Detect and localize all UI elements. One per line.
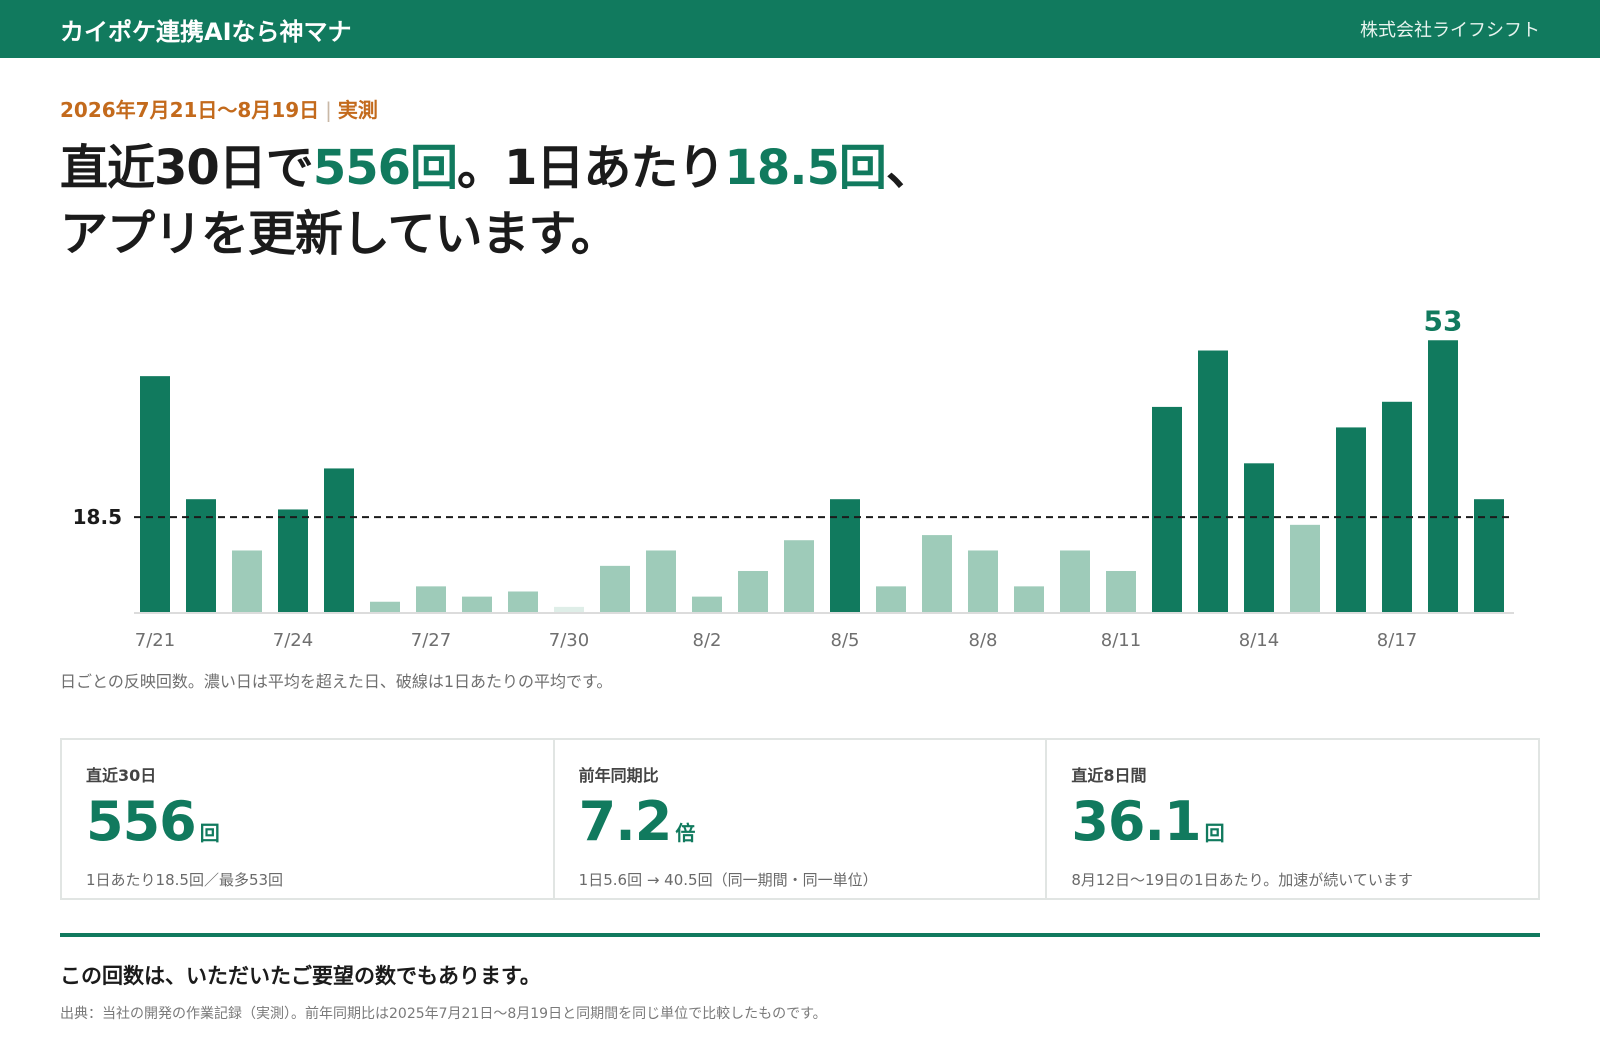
stat-label: 直近30日: [86, 766, 157, 785]
stat-number: 7.2: [578, 790, 673, 853]
x-tick-label: 7/27: [411, 630, 451, 650]
brand-title: カイポケ連携AIなら神マナ: [60, 17, 352, 46]
bar-8-19: [1474, 499, 1504, 612]
bar-7-25: [324, 468, 354, 612]
x-tick-label: 8/5: [831, 630, 860, 650]
stat-note: 8月12日〜19日の1日あたり。加速が続いています: [1071, 871, 1413, 889]
bar-8-3: [738, 570, 768, 612]
period-line: 2026年7月21日〜8月19日 | 実測: [60, 94, 378, 123]
headline-part-3: 、: [885, 140, 934, 196]
bar-8-1: [646, 550, 676, 612]
source-note: 出典：当社の開発の作業記録（実測）。前年同期比は2025年7月21日〜8月19日…: [60, 1006, 827, 1022]
bar-8-15: [1290, 524, 1320, 612]
bar-8-4: [784, 540, 814, 612]
stat-card-30days: 直近30日 556 回 1日あたり18.5回／最多53回: [62, 740, 553, 898]
headline-daily: 18.5回: [724, 140, 886, 196]
bar-7-29: [508, 591, 538, 612]
bar-8-6: [876, 586, 906, 612]
bar-8-8: [968, 550, 998, 612]
company-name: 株式会社ライフシフト: [1360, 20, 1540, 41]
period-tag: 実測: [337, 98, 378, 122]
x-tick-label: 7/21: [135, 630, 175, 650]
stat-value: 556 回: [86, 790, 529, 867]
top-bar: カイポケ連携AIなら神マナ 株式会社ライフシフト: [0, 0, 1600, 58]
bar-8-2: [692, 596, 722, 612]
bar-7-23: [232, 550, 262, 612]
section-divider: [60, 933, 1540, 937]
bar-7-27: [416, 586, 446, 612]
headline-part-1: 直近30日で: [60, 140, 314, 196]
headline-part-2: 。1日あたり: [457, 140, 725, 196]
bar-7-26: [370, 601, 400, 612]
bar-8-17: [1382, 401, 1412, 612]
period-separator: |: [325, 98, 332, 122]
closing-statement: この回数は、いただいたご要望の数でもあります。: [60, 964, 541, 988]
chart-caption: 日ごとの反映回数。濃い日は平均を超えた日、破線は1日あたりの平均です。: [60, 672, 613, 691]
stat-label: 前年同期比: [578, 766, 659, 785]
daily-bar-chart: 18.5 53 7/21 7/24 7/27 7/30 8/2 8/5 8/8 8/11 8/14 8…: [73, 304, 1514, 650]
bar-8-12: [1152, 406, 1182, 612]
stat-number: 36.1: [1071, 790, 1201, 853]
headline: 直近30日で556回。1日あたり18.5回、 アプリを更新しています。: [60, 135, 934, 267]
bar-8-14: [1244, 463, 1274, 612]
bar-8-10: [1060, 550, 1090, 612]
stat-value: 7.2 倍: [579, 790, 1022, 867]
stat-unit: 回: [199, 821, 220, 845]
headline-line-2: アプリを更新しています。: [60, 206, 619, 262]
x-tick-label: 7/24: [273, 630, 313, 650]
bar-7-24: [278, 509, 308, 612]
average-label: 18.5: [73, 505, 122, 529]
stat-card-8days: 直近8日間 36.1 回 8月12日〜19日の1日あたり。加速が続いています: [1045, 740, 1538, 898]
x-tick-label: 8/14: [1239, 630, 1279, 650]
bar-7-28: [462, 596, 492, 612]
period-range: 2026年7月21日〜8月19日: [60, 98, 320, 122]
bar-7-31: [600, 565, 630, 612]
stat-unit: 倍: [675, 821, 696, 845]
stat-label: 直近8日間: [1071, 766, 1147, 785]
x-tick-label: 8/8: [969, 630, 998, 650]
bar-7-21: [140, 376, 170, 612]
bar-8-9: [1014, 586, 1044, 612]
bar-8-11: [1106, 570, 1136, 612]
bar-8-7: [922, 535, 952, 612]
x-tick-label: 8/11: [1101, 630, 1141, 650]
x-tick-label: 8/17: [1377, 630, 1417, 650]
x-tick-label: 7/30: [549, 630, 589, 650]
bar-8-5: [830, 499, 860, 612]
bar-8-13: [1198, 350, 1228, 612]
headline-total: 556回: [312, 140, 458, 196]
stats-panel: 直近30日 556 回 1日あたり18.5回／最多53回 前年同期比 7.2 倍 1…: [60, 738, 1540, 900]
stat-note: 1日あたり18.5回／最多53回: [86, 871, 284, 889]
x-tick-label: 8/2: [693, 630, 722, 650]
stat-card-yoy: 前年同期比 7.2 倍 1日5.6回 → 40.5回（同一期間・同一単位）: [552, 740, 1046, 898]
max-value-label: 53: [1424, 304, 1463, 337]
bar-7-22: [186, 499, 216, 612]
stat-number: 556: [86, 790, 197, 853]
stat-unit: 回: [1204, 821, 1225, 845]
bar-8-18: [1428, 340, 1458, 612]
bar-7-30: [554, 606, 584, 612]
bar-8-16: [1336, 427, 1366, 612]
stat-value: 36.1 回: [1071, 790, 1514, 867]
stat-note: 1日5.6回 → 40.5回（同一期間・同一単位）: [578, 871, 878, 889]
